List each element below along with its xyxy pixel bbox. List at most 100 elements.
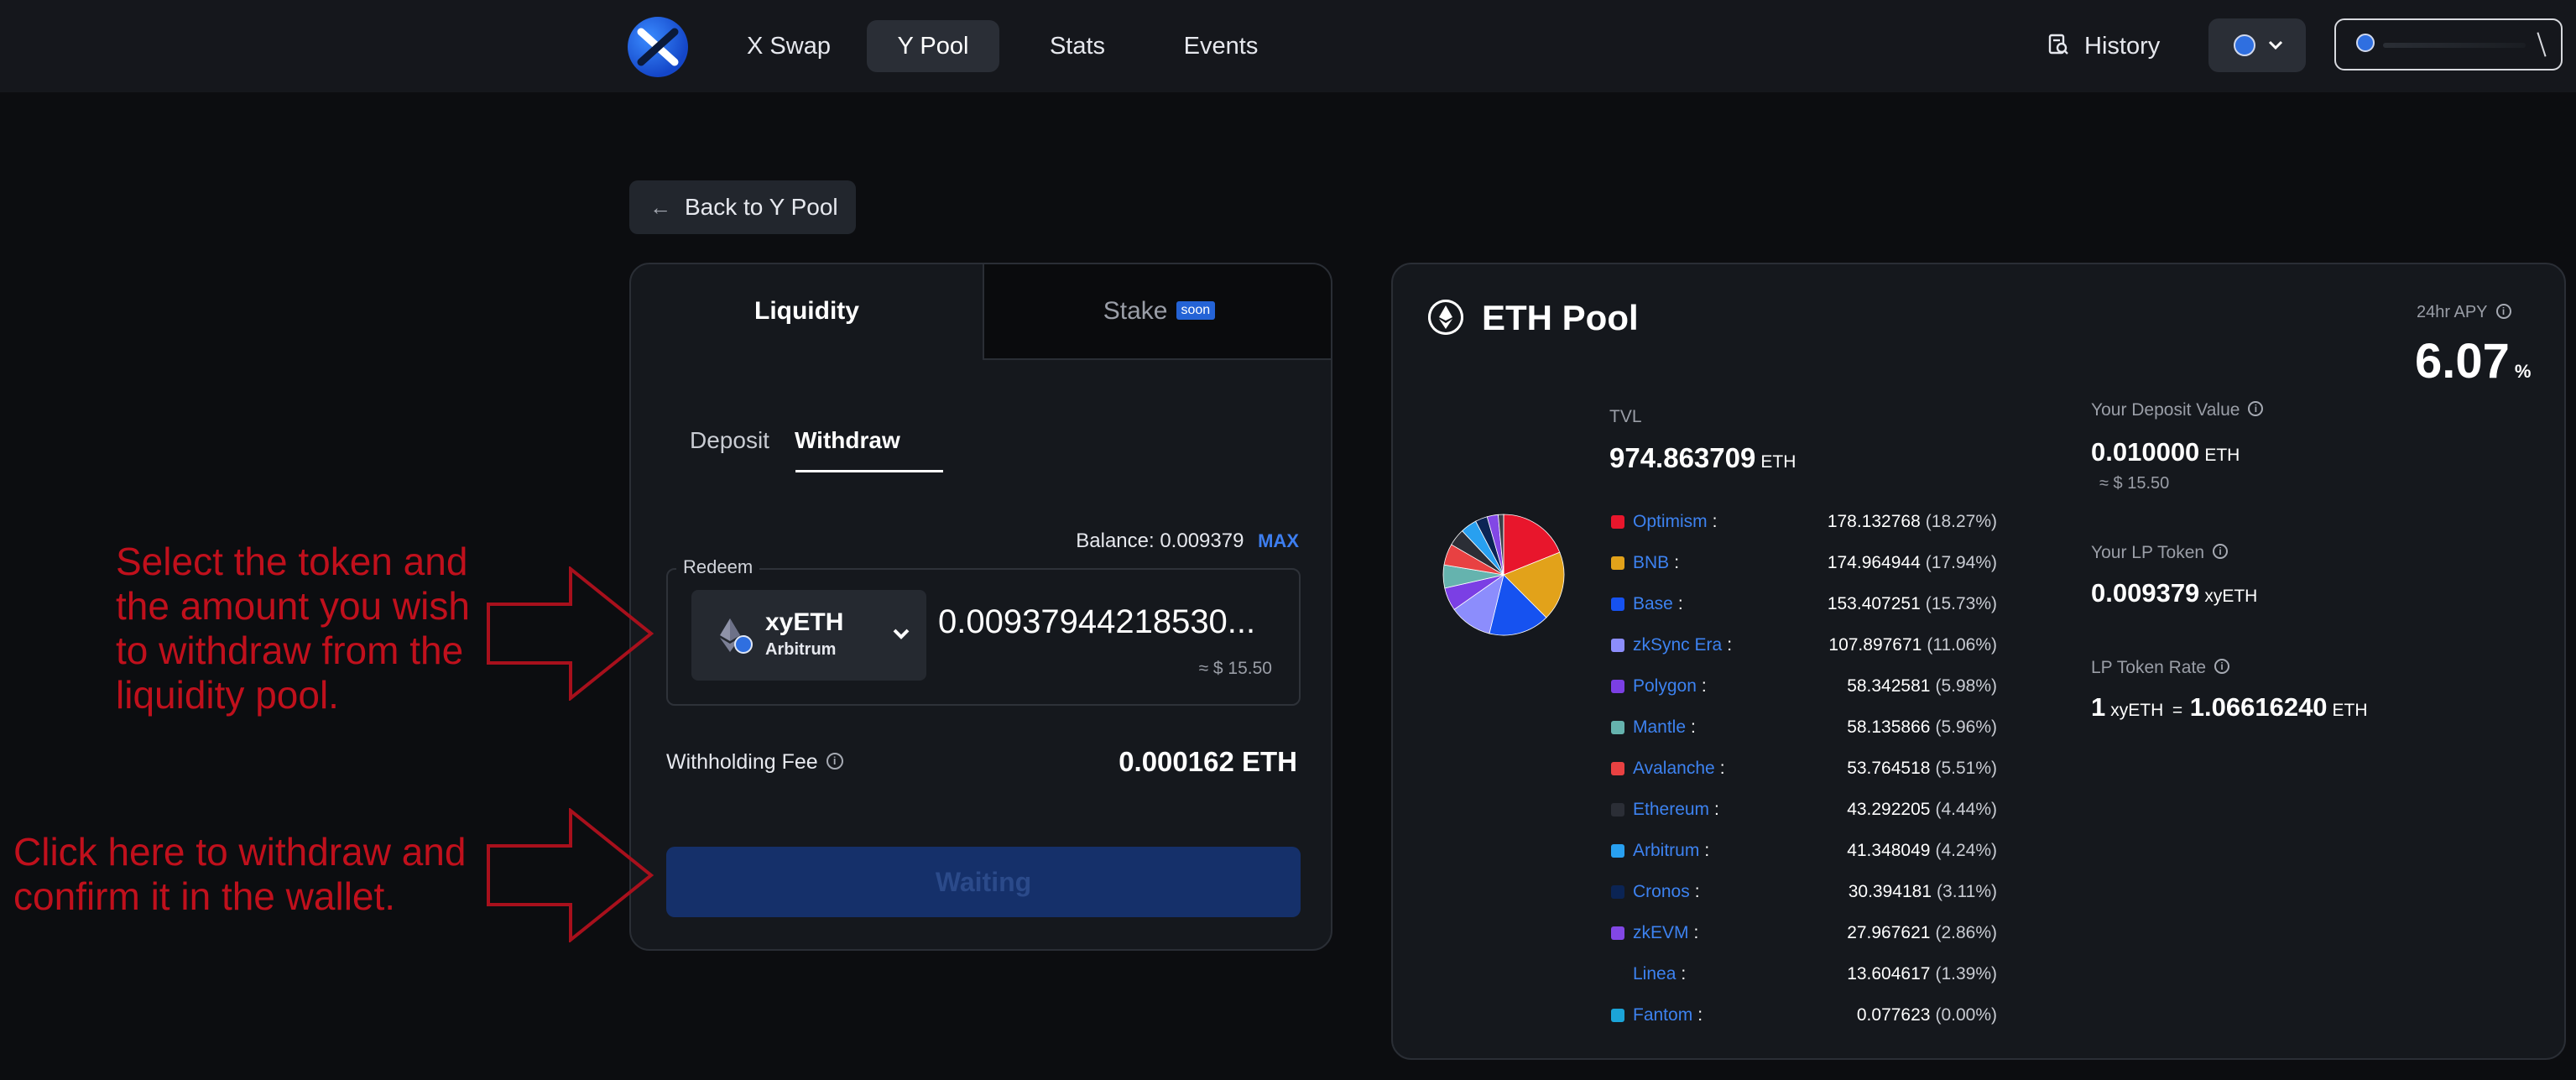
rate-right-unit: ETH [2332,701,2368,720]
history-button[interactable]: History [2047,20,2160,72]
balance-value: 0.009379 [1160,530,1244,552]
withholding-fee-value: 0.000162 ETH [1119,746,1297,777]
chain-colon: : [1694,882,1700,901]
chain-row-ethereum: Ethereum: 43.292205 (4.44%) [1611,798,1997,823]
back-label: Back to Y Pool [685,194,838,220]
chain-color-swatch [1611,1009,1624,1022]
nav-events[interactable]: Events [1183,33,1259,60]
chain-color-swatch [1611,515,1624,529]
lp-token-value: 0.009379 xyETH [2091,578,2257,608]
chain-row-zksync-era: zkSync Era: 107.897671 (11.06%) [1611,634,1997,659]
chain-row-optimism: Optimism: 178.132768 (18.27%) [1611,510,1997,535]
info-icon[interactable]: i [2495,303,2511,319]
chain-tvl-value: 153.407251 [1827,594,1921,613]
xy-finance-logo[interactable] [628,17,688,77]
subtab-withdraw[interactable]: Withdraw [795,427,900,453]
deposit-unit: ETH [2204,446,2240,465]
chain-tvl-value: 107.897671 [1828,635,1922,655]
pie-slice-bnb [1503,551,1565,618]
nav-x-swap[interactable]: X Swap [747,33,831,60]
chain-name-link[interactable]: Optimism: [1633,512,1718,532]
chain-tvl-percent: (1.39%) [1935,964,1997,983]
chain-tvl-percent: (3.11%) [1937,882,1997,901]
annotation-line: to withdraw from the [116,629,464,672]
deposit-usd: ≈ $ 15.50 [2099,474,2170,493]
chain-name-link[interactable]: Cronos: [1633,882,1700,902]
chain-tvl: 41.348049 (4.24%) [1847,841,1997,861]
chain-tvl: 174.964944 (17.94%) [1828,553,1997,573]
chain-tvl: 43.292205 (4.44%) [1847,800,1997,820]
chain-colon: : [1677,594,1683,613]
chain-colon: : [1693,923,1699,942]
pool-title: ETH Pool [1482,298,1639,337]
info-icon[interactable]: i [826,753,843,770]
chain-name-link[interactable]: Ethereum: [1633,800,1719,820]
chain-row-base: Base: 153.407251 (15.73%) [1611,592,1997,618]
redeem-label: Redeem [676,556,760,578]
fee-label-text: Withholding Fee [666,750,818,774]
chain-tvl: 13.604617 (1.39%) [1847,964,1997,984]
chain-tvl-percent: (18.27%) [1925,512,1997,531]
chain-tvl-value: 13.604617 [1847,964,1931,983]
rate-left-unit: xyETH [2110,701,2164,720]
balance-label: Balance: [1076,530,1155,552]
rate-right-num: 1.06616240 [2189,692,2328,722]
chain-colon: : [1681,964,1687,983]
back-to-pool-button[interactable]: ← Back to Y Pool [629,180,856,234]
chain-row-polygon: Polygon: 58.342581 (5.98%) [1611,675,1997,700]
arbitrum-network-icon [2234,34,2255,56]
chain-tvl-value: 178.132768 [1827,512,1921,531]
token-selector[interactable]: xyETH Arbitrum [691,590,926,681]
chain-row-linea: Linea: 13.604617 (1.39%) [1611,963,1997,988]
chain-color-swatch [1611,885,1624,899]
chain-color-swatch [1611,762,1624,775]
chain-color-swatch [1611,721,1624,734]
chain-name-link[interactable]: Arbitrum: [1633,841,1709,861]
chain-name-link[interactable]: BNB: [1633,553,1679,573]
info-icon[interactable]: i [2214,659,2229,675]
chain-name: Ethereum [1633,800,1710,819]
info-icon[interactable]: i [2213,544,2229,560]
chain-tvl-value: 174.964944 [1827,553,1921,572]
chain-name-link[interactable]: Polygon: [1633,676,1707,697]
subtab-deposit[interactable]: Deposit [690,427,769,453]
chain-name-link[interactable]: Base: [1633,594,1683,614]
network-selector[interactable] [2208,18,2306,72]
tab-stake[interactable]: Stake soon [983,264,1331,360]
chain-tvl-value: 0.077623 [1856,1005,1931,1025]
annotation-select-token: Select the token and the amount you wish… [116,540,470,717]
info-icon[interactable]: i [2248,401,2264,417]
chain-name: Optimism [1633,512,1708,531]
chain-name-link[interactable]: zkEVM: [1633,923,1698,943]
stake-label: Stake [1103,297,1168,325]
chain-name-link[interactable]: Mantle: [1633,717,1696,738]
wallet-address-button[interactable] [2334,18,2563,70]
chain-name-link[interactable]: Linea: [1633,964,1686,984]
chain-name: Linea [1633,964,1676,983]
nav-stats[interactable]: Stats [1049,33,1106,60]
withdraw-amount-input[interactable]: 0.00937944218530... [938,603,1256,640]
top-navbar: X Swap Y Pool Stats Events History [0,0,2576,92]
chain-tvl-percent: (11.06%) [1927,635,1997,655]
chain-name: Cronos [1633,882,1690,901]
lp-token-rate-value: 1 xyETH = 1.06616240 ETH [2091,692,2368,723]
chain-tvl-value: 43.292205 [1847,800,1931,819]
chain-tvl-value: 30.394181 [1848,882,1932,901]
max-button[interactable]: MAX [1258,530,1299,551]
tab-liquidity[interactable]: Liquidity [754,297,859,325]
chain-name-link[interactable]: Avalanche: [1633,759,1725,779]
chain-tvl-value: 27.967621 [1847,923,1931,942]
apy-label-text: 24hr APY [2417,303,2488,321]
wallet-network-icon [2356,34,2375,52]
withdraw-action-button[interactable]: Waiting [666,847,1301,917]
history-label: History [2084,33,2161,60]
chain-name-link[interactable]: Fantom: [1633,1005,1703,1025]
chain-tvl-percent: (15.73%) [1925,594,1997,613]
nav-y-pool[interactable]: Y Pool [867,20,999,72]
chain-name: Avalanche [1633,759,1715,778]
chain-name-link[interactable]: zkSync Era: [1633,635,1732,655]
chain-name: Polygon [1633,676,1697,696]
chain-tvl-percent: (5.96%) [1935,717,1997,737]
pie-slice-optimism [1503,514,1561,576]
annotation-line: the amount you wish [116,584,470,628]
